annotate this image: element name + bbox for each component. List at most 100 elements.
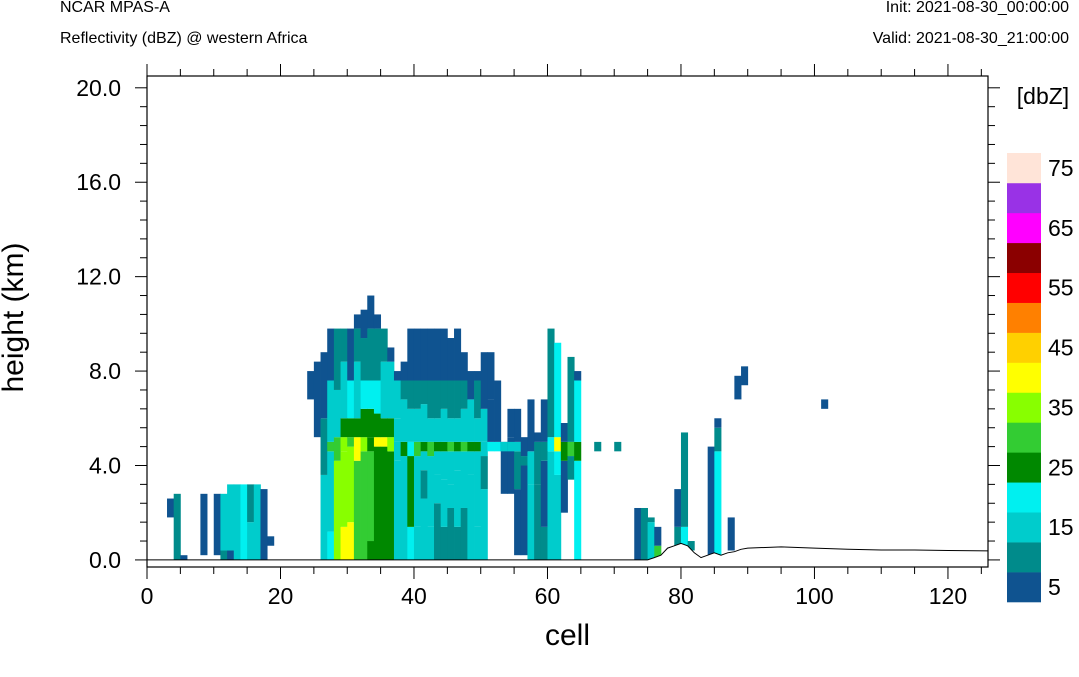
reflectivity-cell — [447, 418, 455, 442]
colorbar-tick-label: 25 — [1048, 454, 1074, 480]
reflectivity-cell — [420, 498, 428, 560]
reflectivity-cell — [487, 399, 495, 442]
reflectivity-cell — [420, 328, 428, 381]
reflectivity-cell — [647, 517, 655, 523]
reflectivity-cell — [440, 479, 448, 527]
reflectivity-cell — [380, 328, 388, 362]
reflectivity-cell — [434, 418, 442, 442]
reflectivity-cell — [367, 541, 375, 560]
reflectivity-cell — [267, 536, 275, 546]
init-time: Init: 2021-08-30_00:00:00 — [885, 0, 1069, 16]
reflectivity-cell — [427, 328, 435, 381]
reflectivity-cell — [220, 550, 228, 560]
reflectivity-cell — [707, 446, 715, 556]
reflectivity-cell — [514, 441, 522, 452]
y-tick-label: 12.0 — [76, 264, 121, 290]
reflectivity-cell — [714, 451, 722, 556]
reflectivity-cell — [360, 309, 368, 339]
reflectivity-cell — [547, 451, 555, 560]
colorbar-swatch — [1007, 512, 1041, 543]
reflectivity-cell — [674, 526, 682, 551]
axis-ticks — [135, 64, 1000, 579]
reflectivity-cell — [347, 522, 355, 560]
reflectivity-cell — [227, 550, 235, 560]
reflectivity-cell — [333, 437, 341, 461]
reflectivity-cell — [567, 441, 575, 457]
reflectivity-cell — [540, 441, 548, 461]
reflectivity-cell — [347, 418, 355, 438]
reflectivity-cell — [240, 484, 248, 560]
reflectivity-cell — [367, 328, 375, 381]
reflectivity-cell — [367, 451, 375, 542]
reflectivity-cell — [614, 441, 622, 452]
reflectivity-cell — [313, 361, 321, 438]
y-axis-label: height (km) — [0, 242, 30, 392]
reflectivity-cell — [447, 380, 455, 419]
reflectivity-cell — [634, 507, 642, 560]
reflectivity-cell — [440, 526, 448, 560]
reflectivity-cell — [487, 441, 495, 452]
reflectivity-cell — [434, 474, 442, 504]
y-tick-label: 0.0 — [89, 547, 121, 573]
reflectivity-cell — [560, 460, 568, 513]
reflectivity-cell — [554, 437, 562, 452]
y-tick-label: 4.0 — [89, 453, 121, 479]
reflectivity-cell — [447, 338, 455, 381]
reflectivity-cell — [454, 441, 462, 452]
reflectivity-cell — [480, 456, 488, 490]
reflectivity-cell — [413, 526, 422, 560]
y-tick-label: 20.0 — [76, 75, 121, 101]
reflectivity-cell — [534, 432, 542, 442]
y-tick-label: 16.0 — [76, 169, 121, 195]
reflectivity-cell — [467, 371, 475, 400]
reflectivity-cell — [233, 484, 241, 560]
reflectivity-cell — [554, 474, 562, 560]
reflectivity-cell — [440, 408, 448, 442]
reflectivity-cell — [507, 437, 515, 494]
reflectivity-cell — [320, 418, 328, 475]
colorbar-swatch — [1007, 272, 1041, 303]
reflectivity-cell — [574, 460, 582, 560]
colorbar-tick-label: 55 — [1048, 275, 1074, 301]
reflectivity-cell — [340, 418, 348, 438]
terrain-fill — [147, 543, 988, 567]
reflectivity-cell — [413, 456, 422, 527]
reflectivity-cell — [427, 456, 435, 527]
reflectivity-cell — [560, 441, 568, 461]
colorbar-swatch — [1007, 482, 1041, 513]
colorbar-swatch — [1007, 572, 1041, 603]
reflectivity-cell — [347, 437, 355, 447]
colorbar-swatch — [1007, 422, 1041, 453]
reflectivity-cell — [380, 361, 388, 419]
reflectivity-cell — [387, 437, 395, 452]
terrain-layer — [147, 542, 989, 567]
reflectivity-cell — [727, 517, 735, 551]
reflectivity-cell — [367, 295, 375, 329]
reflectivity-cell — [460, 352, 468, 381]
reflectivity-cell — [434, 380, 442, 419]
reflectivity-cell — [474, 441, 482, 452]
reflectivity-cell — [347, 380, 355, 419]
reflectivity-cell — [227, 484, 235, 551]
reflectivity-cell — [400, 456, 408, 560]
reflectivity-cell — [474, 418, 482, 442]
reflectivity-cell — [327, 451, 335, 532]
reflectivity-cell — [454, 418, 462, 442]
reflectivity-cell — [527, 399, 535, 452]
reflectivity-cell — [340, 451, 348, 527]
reflectivity-cell — [327, 380, 335, 442]
reflectivity-cell — [454, 328, 462, 381]
colorbar-swatch — [1007, 182, 1041, 214]
reflectivity-cell — [360, 380, 368, 409]
colorbar — [1007, 153, 1041, 603]
reflectivity-cell — [494, 380, 502, 442]
reflectivity-cell — [353, 361, 361, 419]
reflectivity-cell — [180, 555, 188, 560]
reflectivity-cell — [647, 522, 655, 560]
reflectivity-cell — [347, 328, 355, 381]
valid-time: Valid: 2021-08-30_21:00:00 — [872, 30, 1069, 47]
reflectivity-cell — [540, 399, 548, 442]
reflectivity-cell — [247, 522, 255, 560]
colorbar-title: [dbZ] — [1017, 83, 1069, 109]
